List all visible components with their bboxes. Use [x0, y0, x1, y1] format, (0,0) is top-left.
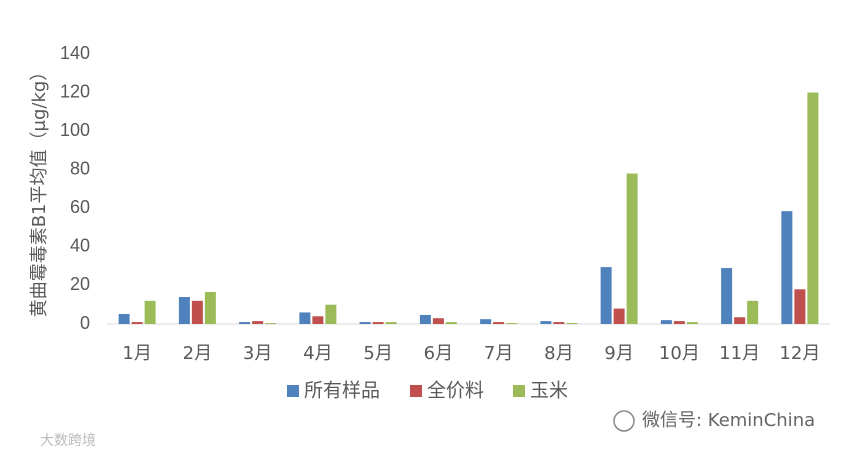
bar — [265, 323, 277, 324]
x-tick-label: 8月 — [544, 343, 573, 364]
bar — [252, 321, 264, 324]
bar — [660, 320, 672, 324]
bar — [807, 92, 819, 324]
bar — [359, 322, 371, 324]
y-tick-label: 140 — [60, 43, 90, 63]
bar — [781, 211, 793, 324]
watermark-corner: 大数跨境 — [40, 433, 96, 449]
bar — [794, 289, 806, 324]
x-tick-label: 11月 — [719, 343, 760, 364]
legend-swatch — [410, 385, 422, 397]
bar — [734, 317, 746, 324]
legend-label: 玉米 — [530, 380, 568, 402]
bar — [204, 291, 216, 324]
bar — [445, 322, 457, 324]
x-tick-label: 3月 — [243, 343, 272, 364]
bar — [299, 312, 311, 324]
x-tick-label: 7月 — [484, 343, 513, 364]
bar — [493, 322, 505, 324]
bar — [239, 322, 251, 324]
bar — [480, 319, 492, 324]
bar — [721, 268, 733, 324]
legend-swatch — [287, 385, 299, 397]
bar — [372, 322, 384, 324]
bar — [600, 267, 612, 324]
bar — [325, 304, 337, 324]
y-tick-label: 80 — [70, 158, 90, 178]
bar — [626, 173, 638, 324]
y-tick-label: 60 — [70, 197, 90, 217]
bar — [118, 313, 130, 324]
bar — [540, 321, 552, 324]
bar — [432, 318, 444, 324]
bar — [747, 300, 759, 324]
bar — [553, 322, 565, 324]
legend-swatch — [513, 385, 525, 397]
bar — [178, 297, 190, 324]
x-tick-label: 12月 — [779, 343, 820, 364]
bar — [419, 314, 431, 324]
bar — [144, 300, 156, 324]
y-axis-title: 黄曲霉毒素B1平均值（μg/kg） — [29, 63, 50, 318]
legend-label: 所有样品 — [304, 380, 380, 402]
watermark-text: 微信号: KeminChina — [642, 410, 815, 431]
x-tick-label: 5月 — [363, 343, 392, 364]
x-tick-label: 4月 — [303, 343, 332, 364]
bar — [385, 322, 397, 324]
x-tick-label: 2月 — [183, 343, 212, 364]
bar — [131, 322, 143, 324]
bar — [312, 316, 324, 324]
bar — [566, 323, 578, 324]
wechat-icon — [613, 410, 635, 432]
watermark-wechat: 微信号: KeminChina — [613, 410, 815, 432]
bar — [613, 308, 625, 324]
x-tick-label: 6月 — [424, 343, 453, 364]
y-tick-label: 120 — [60, 81, 90, 101]
bar — [506, 323, 518, 324]
y-tick-label: 40 — [70, 236, 90, 256]
x-tick-label: 9月 — [604, 343, 633, 364]
bar — [673, 321, 685, 324]
legend-label: 全价料 — [427, 380, 484, 402]
bar — [686, 322, 698, 324]
y-tick-label: 0 — [80, 313, 90, 333]
bar — [191, 300, 203, 324]
y-tick-label: 100 — [60, 120, 90, 140]
x-tick-label: 10月 — [659, 343, 700, 364]
y-tick-label: 20 — [70, 274, 90, 294]
x-tick-label: 1月 — [122, 343, 151, 364]
